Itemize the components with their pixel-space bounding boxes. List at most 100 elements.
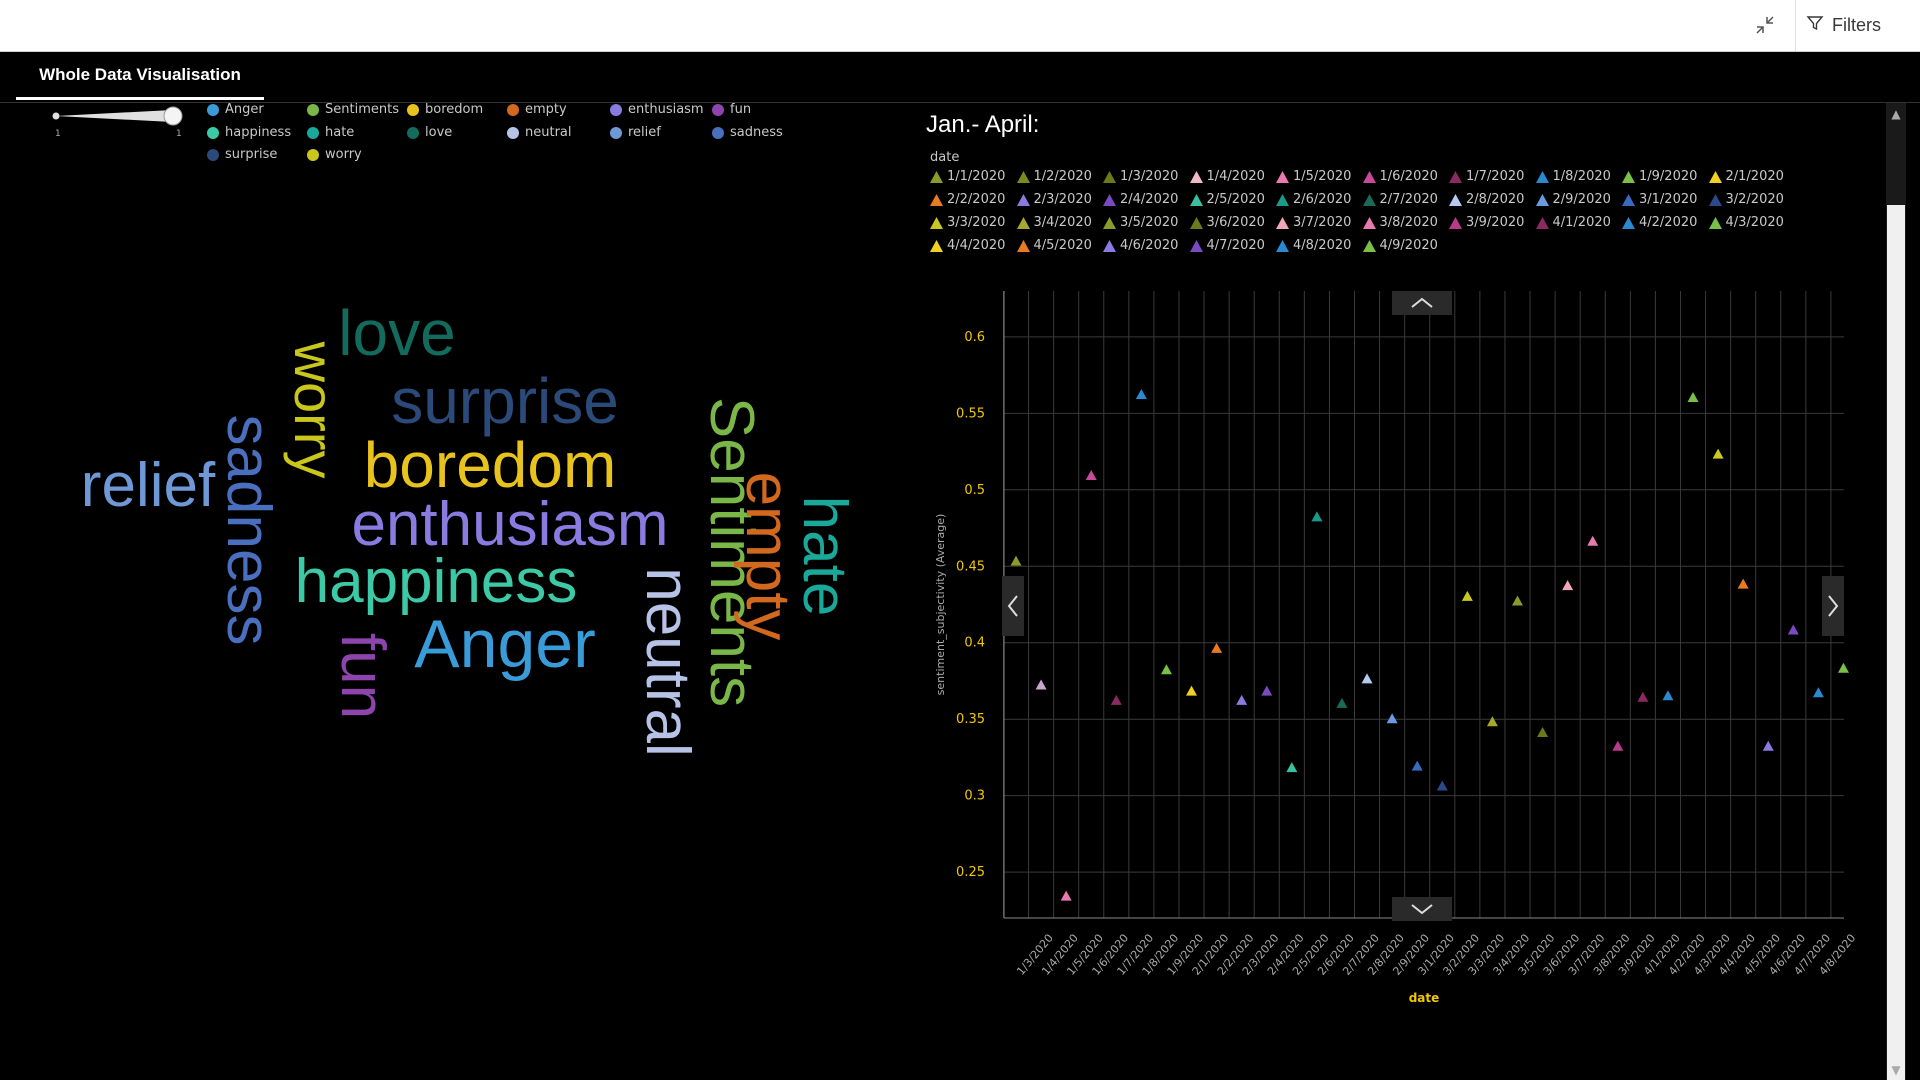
date-legend-item[interactable]: 2/5/2020 <box>1189 192 1265 207</box>
word-fun[interactable]: fun <box>328 633 397 719</box>
date-legend-item[interactable]: 2/8/2020 <box>1449 192 1524 207</box>
legend-item-relief[interactable]: relief <box>610 125 661 140</box>
date-legend-item[interactable]: 2/7/2020 <box>1362 192 1438 207</box>
date-legend-item[interactable]: 2/3/2020 <box>1016 192 1092 207</box>
word-boredom[interactable]: boredom <box>364 429 617 501</box>
word-hate[interactable]: hate <box>790 496 859 617</box>
date-legend-item[interactable]: 3/9/2020 <box>1449 215 1524 230</box>
data-point-4/4/2020[interactable] <box>1762 740 1774 751</box>
scroll-down-icon[interactable]: ▼ <box>1891 1063 1901 1077</box>
legend-item-fun[interactable]: fun <box>712 102 751 117</box>
word-enthusiasm[interactable]: enthusiasm <box>351 490 668 559</box>
data-point-2/8/2020[interactable] <box>1411 760 1423 771</box>
date-legend-item[interactable]: 2/1/2020 <box>1708 169 1784 184</box>
date-legend-item[interactable]: 2/4/2020 <box>1103 192 1178 207</box>
word-surprise[interactable]: surprise <box>391 365 619 437</box>
date-legend-item[interactable]: 1/4/2020 <box>1189 169 1265 184</box>
date-legend-item[interactable]: 4/3/2020 <box>1708 215 1784 230</box>
data-point-1/9/2020[interactable] <box>1211 642 1223 653</box>
data-point-3/8/2020[interactable] <box>1637 691 1649 702</box>
date-legend-item[interactable]: 1/7/2020 <box>1449 169 1524 184</box>
data-point-1/1/2020[interactable] <box>1010 555 1022 566</box>
legend-item-neutral[interactable]: neutral <box>507 125 572 140</box>
legend-item-surprise[interactable]: surprise <box>207 147 277 162</box>
date-legend-item[interactable]: 2/6/2020 <box>1276 192 1351 207</box>
date-legend-item[interactable]: 4/6/2020 <box>1103 238 1178 253</box>
date-legend-item[interactable]: 1/3/2020 <box>1103 169 1178 184</box>
date-legend-item[interactable]: 2/2/2020 <box>930 192 1005 207</box>
legend-item-hate[interactable]: hate <box>307 125 354 140</box>
size-slider[interactable] <box>50 104 185 138</box>
chart-scroll-down-button[interactable] <box>1392 897 1452 921</box>
date-legend-item[interactable]: 1/5/2020 <box>1276 169 1351 184</box>
data-point-1/3/2020[interactable] <box>1060 890 1072 901</box>
date-legend-item[interactable]: 3/4/2020 <box>1016 215 1092 230</box>
date-legend-item[interactable]: 4/1/2020 <box>1535 215 1611 230</box>
data-point-3/9/2020[interactable] <box>1662 690 1674 701</box>
word-happiness[interactable]: happiness <box>295 547 578 616</box>
data-point-1/7/2020[interactable] <box>1160 664 1172 675</box>
data-point-3/7/2020[interactable] <box>1612 740 1624 751</box>
data-point-2/5/2020[interactable] <box>1336 697 1348 708</box>
chart-scroll-right-button[interactable] <box>1822 576 1844 636</box>
scrollbar-thumb[interactable] <box>1887 205 1905 1080</box>
data-point-3/2/2020[interactable] <box>1486 716 1498 727</box>
legend-item-worry[interactable]: worry <box>307 147 362 162</box>
data-point-3/6/2020[interactable] <box>1587 535 1599 546</box>
legend-item-love[interactable]: love <box>407 125 452 140</box>
data-point-2/4/2020[interactable] <box>1311 511 1323 522</box>
data-point-4/2/2020[interactable] <box>1712 448 1724 459</box>
word-relief[interactable]: relief <box>81 451 216 520</box>
collapse-icon[interactable] <box>1754 14 1776 36</box>
date-legend-item[interactable]: 3/3/2020 <box>930 215 1005 230</box>
date-legend-item[interactable]: 3/7/2020 <box>1276 215 1351 230</box>
word-empty[interactable]: empty <box>733 472 802 641</box>
date-legend-item[interactable]: 2/9/2020 <box>1535 192 1611 207</box>
date-legend-item[interactable]: 3/5/2020 <box>1103 215 1178 230</box>
word-worry[interactable]: worry <box>283 341 346 479</box>
legend-item-anger[interactable]: Anger <box>207 102 264 117</box>
data-point-2/6/2020[interactable] <box>1361 673 1373 684</box>
date-legend-item[interactable]: 3/6/2020 <box>1189 215 1265 230</box>
data-point-4/5/2020[interactable] <box>1787 624 1799 635</box>
data-point-1/6/2020[interactable] <box>1135 388 1147 399</box>
date-legend-item[interactable]: 1/6/2020 <box>1362 169 1438 184</box>
date-legend-item[interactable]: 1/8/2020 <box>1535 169 1611 184</box>
legend-item-boredom[interactable]: boredom <box>407 102 483 117</box>
filters-button[interactable]: Filters <box>1806 12 1881 38</box>
word-neutral[interactable]: neutral <box>633 567 702 757</box>
date-legend-item[interactable]: 1/1/2020 <box>930 169 1005 184</box>
chart-scroll-left-button[interactable] <box>1002 576 1024 636</box>
data-point-1/4/2020[interactable] <box>1085 470 1097 481</box>
data-point-3/3/2020[interactable] <box>1511 595 1523 606</box>
legend-item-sentiments[interactable]: Sentiments <box>307 102 399 117</box>
date-legend-item[interactable]: 3/8/2020 <box>1362 215 1438 230</box>
date-legend-item[interactable]: 4/8/2020 <box>1276 238 1351 253</box>
legend-item-sadness[interactable]: sadness <box>712 125 783 140</box>
data-point-4/1/2020[interactable] <box>1687 392 1699 403</box>
data-point-4/6/2020[interactable] <box>1812 687 1824 698</box>
date-legend-item[interactable]: 1/9/2020 <box>1622 169 1697 184</box>
data-point-1/5/2020[interactable] <box>1110 694 1122 705</box>
data-point-1/8/2020[interactable] <box>1186 685 1198 696</box>
data-point-2/2/2020[interactable] <box>1261 685 1273 696</box>
date-legend-item[interactable]: 4/4/2020 <box>930 238 1005 253</box>
word-sadness[interactable]: sadness <box>214 415 283 646</box>
data-point-1/2/2020[interactable] <box>1035 679 1047 690</box>
date-legend-item[interactable]: 1/2/2020 <box>1016 169 1092 184</box>
data-point-2/9/2020[interactable] <box>1436 780 1448 791</box>
data-point-2/7/2020[interactable] <box>1386 713 1398 724</box>
date-legend-item[interactable]: 3/2/2020 <box>1708 192 1784 207</box>
data-point-3/5/2020[interactable] <box>1562 580 1574 591</box>
tab-whole-data-visualisation[interactable]: Whole Data Visualisation <box>16 52 264 100</box>
date-legend-item[interactable]: 4/5/2020 <box>1016 238 1092 253</box>
data-point-3/4/2020[interactable] <box>1537 726 1549 737</box>
date-legend-item[interactable]: 3/1/2020 <box>1622 192 1697 207</box>
data-point-4/7/2020[interactable] <box>1837 662 1849 673</box>
date-legend-item[interactable]: 4/9/2020 <box>1362 238 1438 253</box>
data-point-4/3/2020[interactable] <box>1737 578 1749 589</box>
legend-item-empty[interactable]: empty <box>507 102 567 117</box>
date-legend-item[interactable]: 4/7/2020 <box>1189 238 1265 253</box>
legend-item-happiness[interactable]: happiness <box>207 125 291 140</box>
word-anger[interactable]: Anger <box>414 606 595 682</box>
